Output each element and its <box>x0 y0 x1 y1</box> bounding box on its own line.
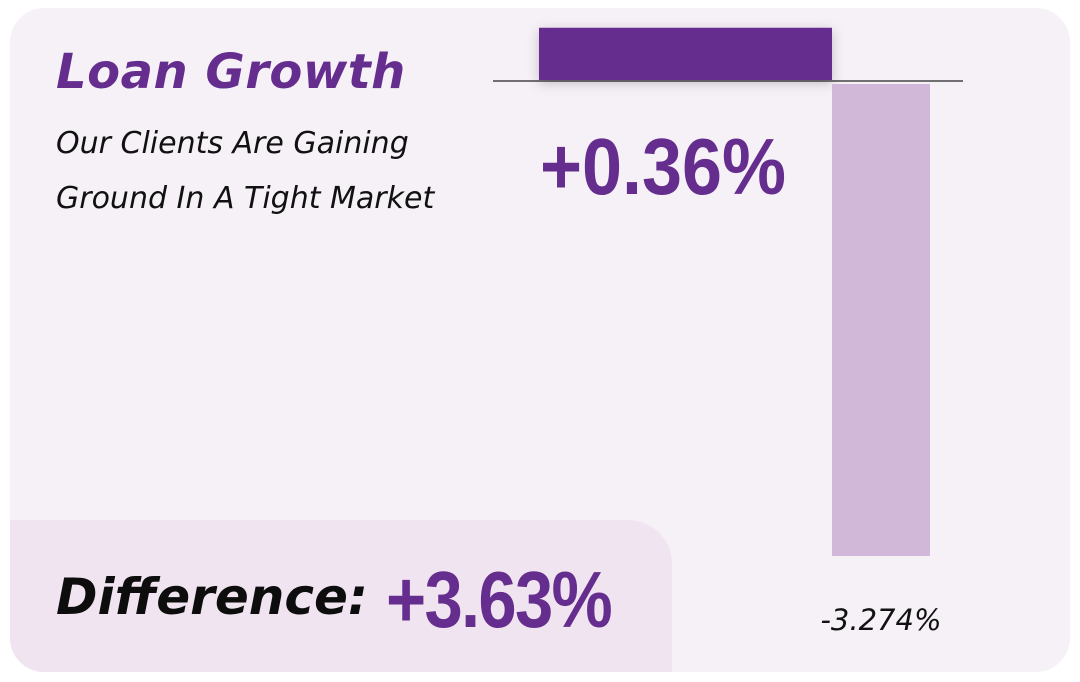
chart-subtitle: Our Clients Are Gaining Ground In A Tigh… <box>56 116 496 226</box>
subtitle-line-2: Ground In A Tight Market <box>56 181 435 216</box>
chart-title: Loan Growth <box>56 44 406 100</box>
bar-negative <box>832 84 930 556</box>
subtitle-line-1: Our Clients Are Gaining <box>56 126 409 161</box>
bar-positive <box>539 27 832 81</box>
difference-label: Difference: <box>56 568 368 626</box>
difference-value: +3.63% <box>386 555 613 644</box>
chart-card: +0.36% -3.274% Loan Growth Our Clients Ar… <box>10 8 1070 672</box>
bar-chart: +0.36% -3.274% <box>493 27 963 637</box>
difference-panel <box>10 520 672 672</box>
data-label-negative: -3.274% <box>820 603 941 637</box>
data-label-positive: +0.36% <box>540 122 786 211</box>
